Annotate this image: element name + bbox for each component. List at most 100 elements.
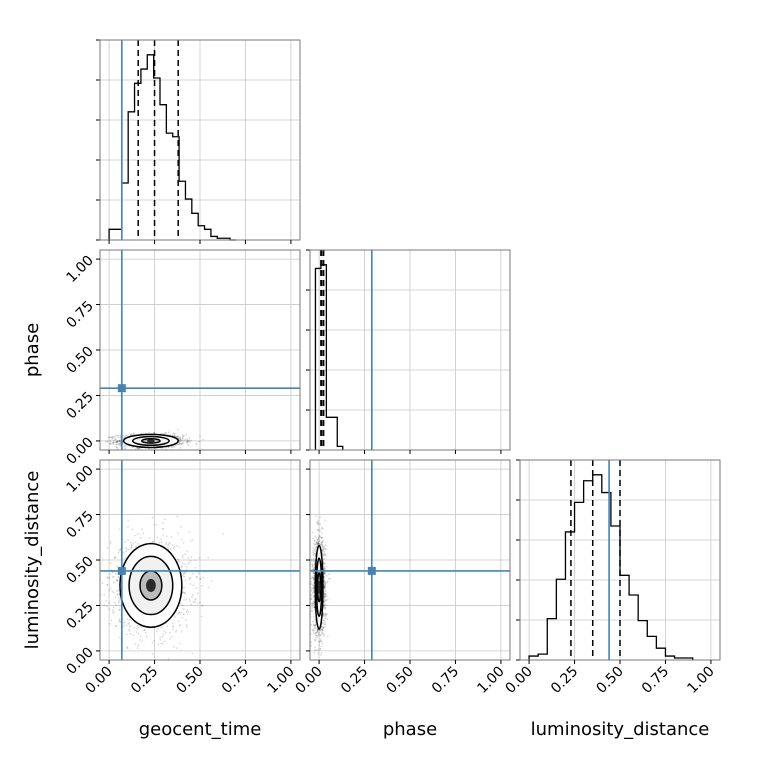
- scatter-point: [111, 442, 114, 445]
- scatter-point: [183, 572, 186, 575]
- scatter-point: [324, 584, 327, 586]
- scatter-point: [189, 540, 192, 543]
- scatter-point: [181, 562, 184, 565]
- scatter-point: [198, 557, 201, 560]
- scatter-point: [318, 540, 321, 542]
- scatter-point: [124, 547, 127, 549]
- scatter-point: [323, 593, 326, 596]
- scatter-point: [181, 433, 184, 436]
- scatter-point: [159, 636, 162, 639]
- truth-marker: [367, 566, 376, 575]
- x-tick-label: 1.00: [684, 664, 717, 697]
- scatter-point: [127, 538, 130, 541]
- scatter-point: [179, 439, 182, 442]
- scatter-point: [194, 599, 196, 601]
- scatter-point: [124, 541, 127, 543]
- y-axis-label-phase: phase: [22, 323, 43, 377]
- scatter-point: [318, 535, 321, 538]
- scatter-point: [97, 447, 99, 449]
- scatter-point: [161, 642, 164, 645]
- scatter-point: [181, 439, 184, 442]
- scatter-point: [110, 619, 113, 622]
- x-axis-label-geocent_time: geocent_time: [139, 719, 262, 740]
- scatter-point: [91, 628, 93, 630]
- scatter-point: [178, 560, 181, 563]
- scatter-point: [153, 431, 155, 434]
- scatter-point: [319, 634, 322, 637]
- scatter-point: [324, 582, 326, 584]
- scatter-point: [199, 435, 202, 438]
- scatter-point: [320, 628, 323, 631]
- scatter-point: [323, 621, 326, 624]
- scatter-point: [181, 591, 184, 594]
- scatter-point: [108, 442, 111, 445]
- scatter-point: [188, 577, 191, 579]
- scatter-point: [179, 437, 182, 440]
- scatter-point: [126, 646, 129, 649]
- scatter-point: [113, 556, 116, 559]
- scatter-point: [313, 574, 315, 577]
- scatter-point: [135, 545, 137, 548]
- scatter-point: [323, 554, 326, 557]
- scatter-point: [315, 537, 318, 540]
- scatter-point: [326, 613, 329, 615]
- scatter-point: [137, 626, 140, 629]
- scatter-point: [177, 558, 180, 561]
- scatter-point: [314, 634, 317, 637]
- x-tick-label: 0.50: [383, 664, 416, 697]
- scatter-point: [132, 634, 135, 636]
- scatter-point: [316, 629, 319, 632]
- scatter-point: [165, 431, 168, 434]
- scatter-point: [316, 528, 318, 531]
- x-tick-label: 0.00: [83, 664, 116, 697]
- y-tick-label: 0.25: [63, 389, 96, 422]
- scatter-point: [193, 559, 196, 562]
- scatter-point: [322, 626, 325, 629]
- scatter-point: [328, 578, 331, 580]
- scatter-point: [119, 443, 122, 446]
- scatter-point: [322, 614, 325, 616]
- scatter-point: [310, 623, 313, 626]
- scatter-point: [108, 436, 111, 439]
- scatter-point: [169, 548, 172, 550]
- scatter-point: [322, 562, 325, 565]
- scatter-point: [186, 440, 189, 442]
- scatter-point: [311, 565, 314, 567]
- scatter-point: [159, 638, 162, 641]
- scatter-point: [322, 619, 325, 622]
- histogram-step: [314, 264, 344, 450]
- scatter-point: [161, 626, 164, 629]
- scatter-point: [318, 534, 321, 537]
- scatter-point: [183, 573, 185, 575]
- scatter-point: [323, 550, 326, 553]
- scatter-point: [311, 603, 314, 606]
- scatter-point: [176, 435, 179, 438]
- scatter-point: [182, 442, 184, 444]
- scatter-point: [190, 603, 192, 606]
- scatter-point: [191, 539, 194, 541]
- scatter-point: [178, 436, 181, 439]
- joint-content: [91, 460, 300, 660]
- joint-content: [97, 250, 300, 450]
- scatter-point: [323, 572, 326, 575]
- scatter-point: [324, 623, 327, 626]
- scatter-point: [115, 592, 118, 595]
- scatter-point: [151, 540, 154, 543]
- scatter-point: [320, 652, 323, 654]
- scatter-point: [185, 626, 188, 628]
- scatter-point: [114, 625, 117, 627]
- scatter-point: [321, 544, 324, 547]
- scatter-point: [312, 589, 315, 592]
- scatter-point: [319, 516, 322, 518]
- scatter-point: [111, 590, 114, 593]
- scatter-point: [321, 622, 324, 625]
- scatter-point: [106, 440, 109, 443]
- scatter-point: [310, 595, 313, 597]
- scatter-point: [166, 546, 169, 549]
- y-tick-label: 0.50: [63, 554, 96, 587]
- scatter-point: [137, 644, 140, 647]
- scatter-point: [181, 538, 183, 541]
- scatter-point: [316, 543, 319, 546]
- scatter-point: [321, 543, 324, 546]
- scatter-point: [170, 446, 173, 449]
